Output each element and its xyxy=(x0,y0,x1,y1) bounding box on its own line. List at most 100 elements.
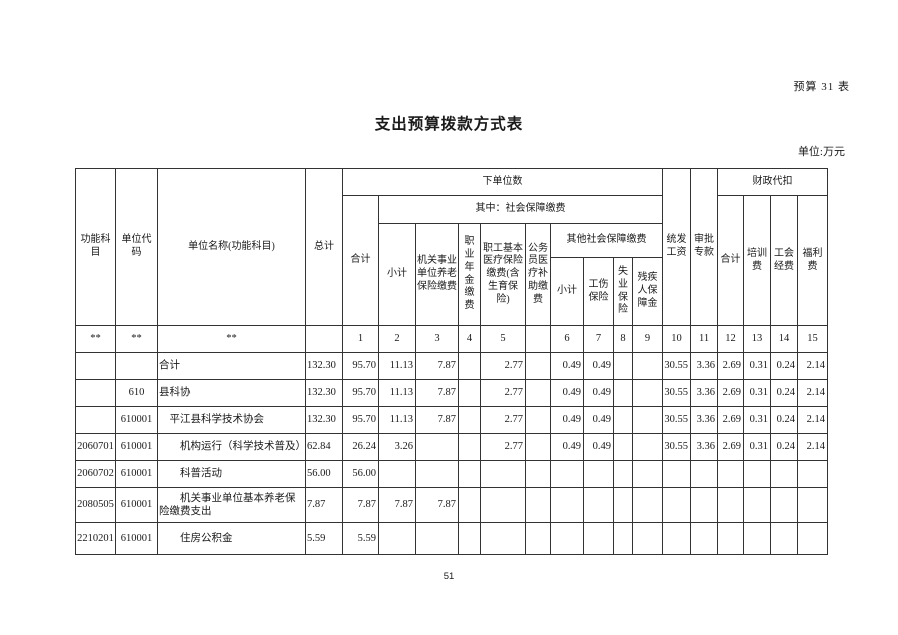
cell-value xyxy=(662,460,692,488)
col-header-annuity: 职业年金缴费 xyxy=(458,223,481,326)
cell-function-code xyxy=(75,352,116,380)
group-header-social-security: 其中：社会保障缴费 xyxy=(377,195,664,224)
cell-value: 7.87 xyxy=(415,352,459,380)
cell-value xyxy=(583,522,614,555)
table-row: 2060702 610001 科普活动 56.00 56.00 xyxy=(75,460,829,488)
cell-function-code: 2060702 xyxy=(75,460,116,488)
column-index-cell: 1 xyxy=(342,325,379,353)
cell-unit-name: 住房公积金 xyxy=(157,522,306,555)
cell-unit-name: 县科协 xyxy=(157,379,306,407)
cell-value: 132.30 xyxy=(305,379,343,407)
col-header-training-fee: 培训费 xyxy=(743,195,772,326)
cell-value xyxy=(613,487,633,523)
cell-value: 2.69 xyxy=(717,406,745,434)
cell-value: 3.36 xyxy=(690,352,719,380)
cell-value xyxy=(550,460,584,488)
cell-value: 2.14 xyxy=(797,433,829,461)
cell-value xyxy=(613,379,633,407)
cell-value xyxy=(717,487,745,523)
cell-value: 0.31 xyxy=(743,406,772,434)
cell-value: 2.77 xyxy=(480,352,526,380)
cell-value xyxy=(550,522,584,555)
cell-value xyxy=(717,522,745,555)
cell-value: 0.49 xyxy=(583,352,614,380)
cell-value: 95.70 xyxy=(342,352,379,380)
cell-value xyxy=(525,460,551,488)
col-header-subtotal: 小计 xyxy=(378,223,416,326)
cell-value xyxy=(631,352,664,380)
cell-value xyxy=(613,433,633,461)
cell-unit-name: 机构运行（科学技术普及） xyxy=(157,433,306,461)
cell-value xyxy=(378,460,416,488)
cell-value: 11.13 xyxy=(378,406,416,434)
cell-value xyxy=(770,522,799,555)
cell-function-code xyxy=(75,379,116,407)
cell-value xyxy=(415,522,459,555)
cell-value xyxy=(525,433,551,461)
cell-value xyxy=(631,379,664,407)
cell-value: 95.70 xyxy=(342,379,379,407)
group-header-lower-units: 下单位数 xyxy=(341,168,664,196)
cell-value: 2.77 xyxy=(480,433,526,461)
cell-value: 7.87 xyxy=(415,406,459,434)
cell-value xyxy=(631,460,664,488)
cell-value xyxy=(480,522,526,555)
cell-value xyxy=(458,352,481,380)
cell-value: 30.55 xyxy=(662,352,692,380)
cell-value: 0.49 xyxy=(550,379,584,407)
cell-value: 56.00 xyxy=(305,460,343,488)
header-row-4: 小计 工伤保险 失业保险 残疾人保障金 xyxy=(76,257,828,326)
cell-unit-code: 610001 xyxy=(115,406,158,434)
col-header-grand-total: 总计 xyxy=(305,168,343,326)
cell-unit-name: 机关事业单位基本养老保险缴费支出 xyxy=(157,487,306,523)
cell-unit-code: 610001 xyxy=(115,433,158,461)
cell-value: 5.59 xyxy=(305,522,343,555)
cell-value xyxy=(480,487,526,523)
column-index-cell: 13 xyxy=(743,325,772,353)
column-index-cell: 8 xyxy=(613,325,633,353)
cell-function-code: 2080505 xyxy=(75,487,116,523)
cell-value xyxy=(797,522,829,555)
column-index-cell xyxy=(305,325,343,353)
cell-function-code xyxy=(75,406,116,434)
page-number: 51 xyxy=(443,571,455,582)
cell-value: 0.49 xyxy=(583,406,614,434)
table-header: 功能科目 单位代码 单位名称(功能科目) 总计 下单位数 统发工资 审批专款 财… xyxy=(75,168,829,326)
table-row: 合计 132.30 95.70 11.13 7.87 2.77 0.49 0.49 30.55 3… xyxy=(75,352,829,380)
cell-value: 0.24 xyxy=(770,352,799,380)
cell-unit-name: 科普活动 xyxy=(157,460,306,488)
cell-value: 0.49 xyxy=(550,406,584,434)
cell-unit-name: 平江县科学技术协会 xyxy=(157,406,306,434)
cell-value: 2.69 xyxy=(717,352,745,380)
budget-allocation-table: 功能科目 单位代码 单位名称(功能科目) 总计 下单位数 统发工资 审批专款 财… xyxy=(75,168,829,555)
col-header-unit-name: 单位名称(功能科目) xyxy=(157,168,306,326)
cell-value xyxy=(631,406,664,434)
col-header-welfare-fee: 福利费 xyxy=(797,195,829,326)
column-index-cell: ** xyxy=(115,325,158,353)
column-index-cell: 7 xyxy=(583,325,614,353)
cell-value: 7.87 xyxy=(305,487,343,523)
table-row: 2210201 610001 住房公积金 5.59 5.59 xyxy=(75,522,829,555)
cell-value xyxy=(480,460,526,488)
table-row: 610 县科协 132.30 95.70 11.13 7.87 2.77 0.49 0.49 30… xyxy=(75,379,829,407)
cell-value xyxy=(797,487,829,523)
column-index-cell: 10 xyxy=(662,325,692,353)
cell-value: 62.84 xyxy=(305,433,343,461)
cell-value xyxy=(662,487,692,523)
cell-value: 7.87 xyxy=(342,487,379,523)
column-index-cell: 12 xyxy=(717,325,745,353)
cell-value xyxy=(690,522,719,555)
column-index-cell: ** xyxy=(157,325,306,353)
cell-value: 0.31 xyxy=(743,433,772,461)
col-header-unified-salary: 统发工资 xyxy=(662,168,692,326)
column-index-cell: 11 xyxy=(690,325,719,353)
cell-unit-code: 610001 xyxy=(115,487,158,523)
cell-value xyxy=(690,487,719,523)
cell-value: 30.55 xyxy=(662,379,692,407)
cell-value xyxy=(415,433,459,461)
col-header-unit-code: 单位代码 xyxy=(115,168,158,326)
cell-value xyxy=(583,460,614,488)
cell-value xyxy=(525,352,551,380)
cell-unit-code: 610 xyxy=(115,379,158,407)
